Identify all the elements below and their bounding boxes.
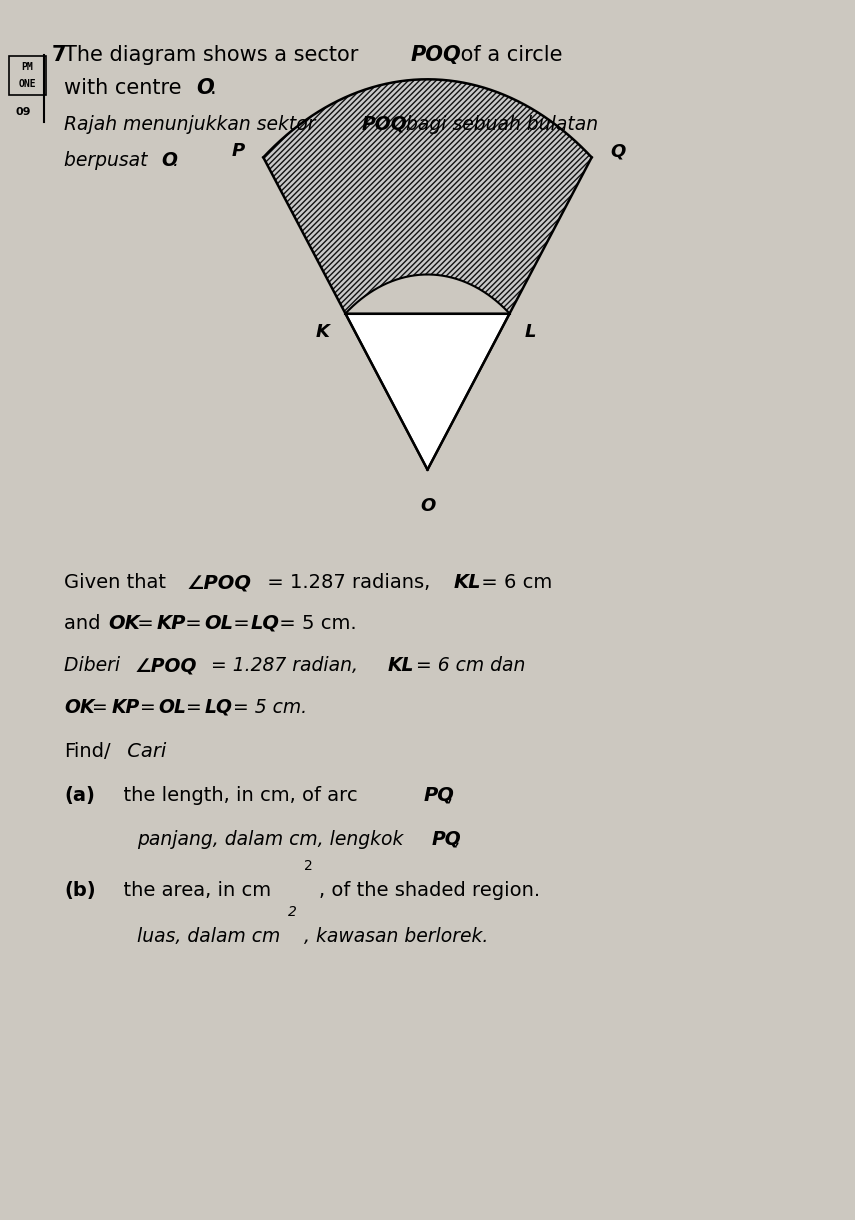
Text: = 5 cm.: = 5 cm. <box>273 614 357 633</box>
Text: 09: 09 <box>15 107 31 117</box>
Text: Find/: Find/ <box>64 742 111 761</box>
Text: OK: OK <box>109 614 140 633</box>
Text: K: K <box>316 323 330 342</box>
Text: LQ: LQ <box>204 698 233 717</box>
Text: .: . <box>173 151 179 171</box>
Text: with centre: with centre <box>64 78 188 98</box>
Text: the area, in cm: the area, in cm <box>111 881 271 900</box>
Text: PQ: PQ <box>423 786 454 805</box>
Text: O: O <box>197 78 215 98</box>
Text: O: O <box>162 151 178 171</box>
Text: the length, in cm, of arc: the length, in cm, of arc <box>111 786 364 805</box>
Text: KL: KL <box>453 573 481 593</box>
Text: = 1.287 radians,: = 1.287 radians, <box>261 573 436 593</box>
Text: =: = <box>131 614 160 633</box>
Text: , of the shaded region.: , of the shaded region. <box>319 881 540 900</box>
Text: O: O <box>420 497 435 515</box>
Text: =: = <box>227 614 256 633</box>
Text: Given that: Given that <box>64 573 173 593</box>
Text: 2: 2 <box>304 859 312 872</box>
Text: = 1.287 radian,: = 1.287 radian, <box>205 656 364 676</box>
Text: and: and <box>64 614 107 633</box>
Text: KP: KP <box>111 698 139 717</box>
Text: = 6 cm: = 6 cm <box>475 573 551 593</box>
Text: PM: PM <box>21 62 33 72</box>
Text: LQ: LQ <box>251 614 280 633</box>
Text: (a): (a) <box>64 786 95 805</box>
Text: ONE: ONE <box>19 79 36 89</box>
Text: PQ: PQ <box>432 830 462 849</box>
Text: The diagram shows a sector: The diagram shows a sector <box>64 45 365 65</box>
Text: ∠POQ: ∠POQ <box>134 656 197 676</box>
Polygon shape <box>345 314 510 470</box>
Text: = 6 cm dan: = 6 cm dan <box>410 656 525 676</box>
Text: Cari: Cari <box>121 742 166 761</box>
Text: OK: OK <box>64 698 95 717</box>
Text: POQ: POQ <box>362 115 408 134</box>
Text: bagi sebuah bulatan: bagi sebuah bulatan <box>400 115 598 134</box>
Text: Diberi: Diberi <box>64 656 127 676</box>
Text: =: = <box>180 698 208 717</box>
Text: OL: OL <box>204 614 233 633</box>
Text: of a circle: of a circle <box>454 45 563 65</box>
Text: panjang, dalam cm, lengkok: panjang, dalam cm, lengkok <box>137 830 410 849</box>
Text: KL: KL <box>387 656 414 676</box>
Text: = 5 cm.: = 5 cm. <box>227 698 307 717</box>
Polygon shape <box>263 79 592 314</box>
Text: =: = <box>134 698 162 717</box>
Text: berpusat: berpusat <box>64 151 154 171</box>
Text: =: = <box>179 614 208 633</box>
Text: ,: , <box>446 786 452 805</box>
Text: =: = <box>86 698 114 717</box>
Text: luas, dalam cm: luas, dalam cm <box>137 927 280 947</box>
Text: ,: , <box>455 830 461 849</box>
Text: (b): (b) <box>64 881 96 900</box>
Text: 7: 7 <box>51 45 66 65</box>
Text: , kawasan berlorek.: , kawasan berlorek. <box>304 927 488 947</box>
Text: OL: OL <box>158 698 186 717</box>
Text: L: L <box>525 323 536 342</box>
Text: ∠POQ: ∠POQ <box>186 573 251 593</box>
Text: KP: KP <box>156 614 186 633</box>
Text: 2: 2 <box>288 905 297 919</box>
Text: .: . <box>209 78 216 98</box>
Text: Q: Q <box>610 143 626 160</box>
Text: Rajah menunjukkan sektor: Rajah menunjukkan sektor <box>64 115 321 134</box>
Text: P: P <box>232 143 245 160</box>
Text: POQ: POQ <box>410 45 461 65</box>
